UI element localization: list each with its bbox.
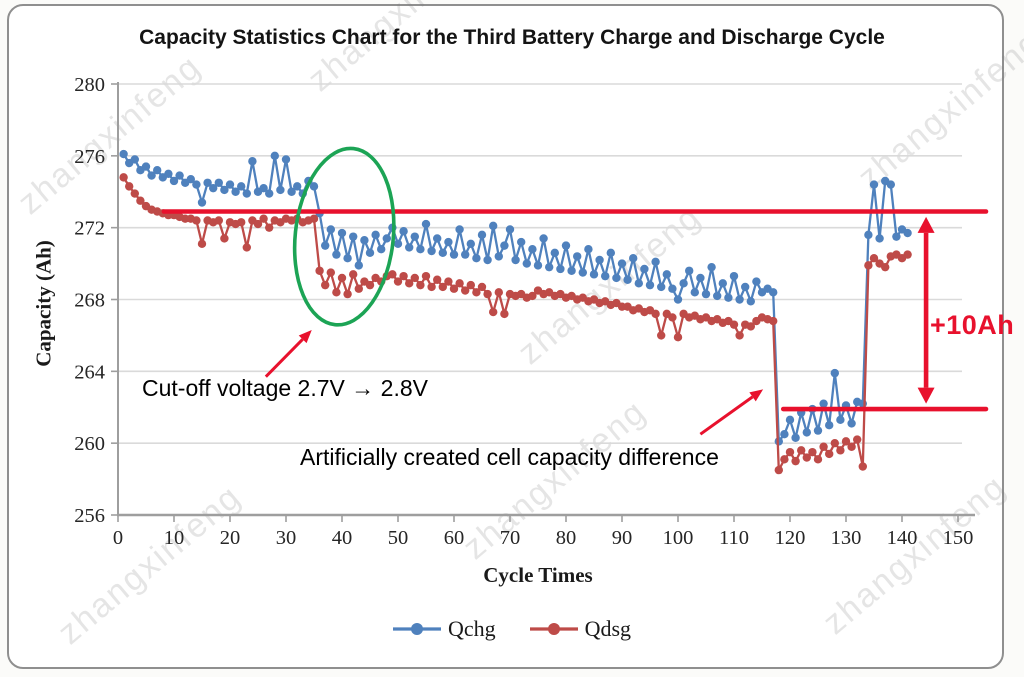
legend-swatch-qchg [392, 623, 441, 635]
arrow-capacity-difference [699, 389, 764, 436]
arrow-cutoff-voltage [264, 330, 312, 378]
x-tick-label: 150 [943, 527, 974, 549]
x-tick-label: 0 [113, 527, 123, 549]
x-tick-label: 100 [663, 527, 694, 549]
x-tick-label: 60 [444, 527, 465, 549]
y-tick-label: 256 [74, 505, 105, 527]
legend-item-qchg: Qchg [392, 616, 496, 642]
highlight-ellipse [292, 146, 396, 327]
x-axis-title: Cycle Times [483, 563, 593, 587]
legend-label: Qchg [447, 616, 496, 641]
legend-label: Qdsg [584, 616, 632, 641]
y-tick-label: 280 [74, 74, 105, 96]
double-arrow-10ah [917, 216, 935, 404]
chart-card [7, 4, 1004, 669]
x-tick-label: 10 [164, 527, 185, 549]
y-tick-label: 268 [74, 290, 105, 312]
y-tick-label: 272 [74, 218, 105, 240]
x-tick-label: 130 [831, 527, 862, 549]
legend-swatch-qdsg [529, 623, 578, 635]
gridlines-group [118, 83, 962, 444]
y-axis-title: Capacity (Ah) [31, 240, 56, 367]
x-tick-label: 110 [719, 527, 749, 549]
axes-group: 256 260 264 268 272 276 280 0 10 20 30 40 50 60 70 80 90… [74, 74, 975, 549]
y-tick-label: 264 [74, 361, 105, 383]
y-tick-label: 260 [74, 433, 105, 455]
x-tick-label: 70 [500, 527, 521, 549]
annotation-cutoff-voltage: Cut-off voltage 2.7V → 2.8V [142, 375, 428, 401]
reference-lines-group [161, 209, 989, 412]
y-tick-label: 276 [74, 146, 105, 168]
x-tick-label: 30 [276, 527, 297, 549]
x-tick-label: 80 [556, 527, 577, 549]
x-tick-label: 90 [612, 527, 633, 549]
x-tick-label: 50 [388, 527, 409, 549]
series-qdsg [119, 173, 912, 475]
annotation-plus-10ah-label: +10Ah [930, 310, 1015, 340]
x-tick-label: 140 [887, 527, 918, 549]
x-tick-label: 120 [775, 527, 806, 549]
legend-item-qdsg: Qdsg [529, 616, 632, 642]
x-tick-label: 40 [332, 527, 353, 549]
x-tick-label: 20 [220, 527, 241, 549]
annotation-capacity-difference: Artificially created cell capacity diffe… [300, 444, 719, 470]
chart-legend: Qchg Qdsg [0, 616, 1024, 642]
chart-title: Capacity Statistics Chart for the Third … [139, 26, 885, 49]
